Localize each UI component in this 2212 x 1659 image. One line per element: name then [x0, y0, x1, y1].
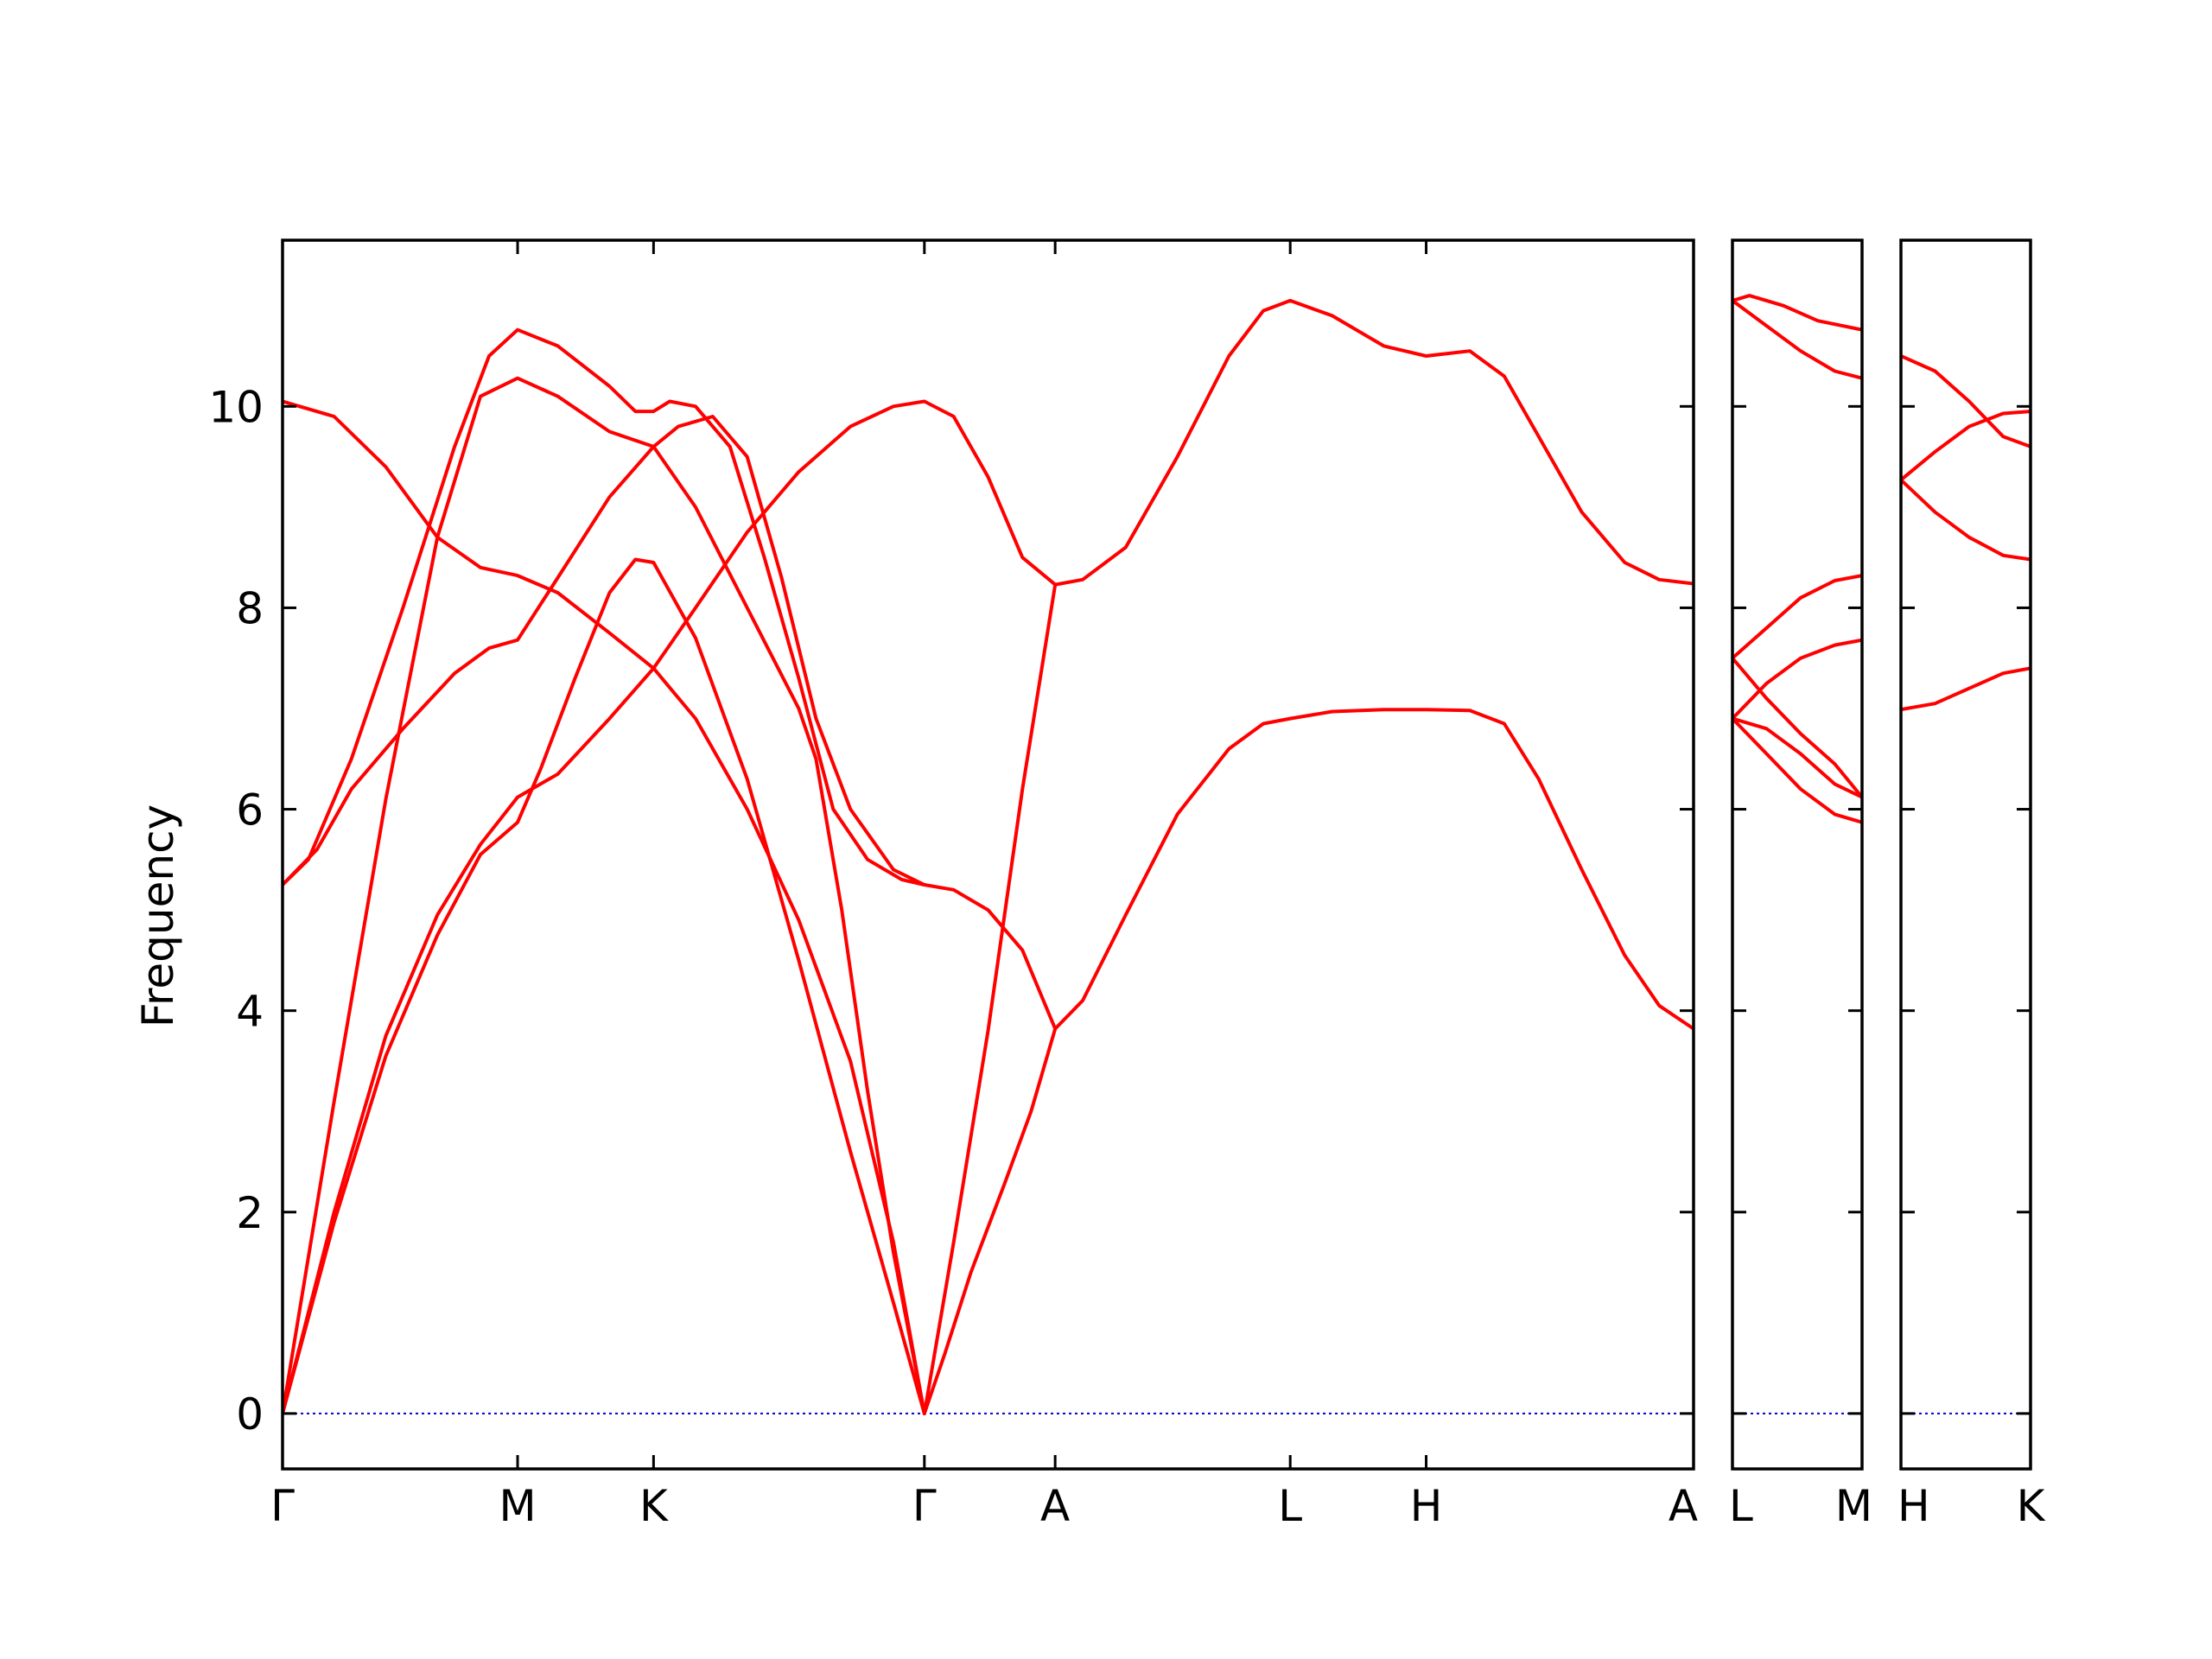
y-tick-label: 0: [236, 1389, 264, 1440]
band-line: [1901, 478, 2031, 562]
band-line: [1732, 298, 1862, 380]
y-tick-label: 6: [236, 785, 264, 836]
x-tick-label: K: [2017, 1481, 2046, 1531]
band-line: [283, 557, 1694, 1415]
x-tick-label: A: [1669, 1481, 1698, 1531]
x-tick-label: K: [639, 1481, 669, 1531]
x-tick-label: H: [1897, 1481, 1930, 1531]
y-tick-label: 8: [236, 583, 264, 633]
band-line: [283, 399, 926, 1415]
band-line: [1732, 716, 1862, 824]
y-axis-label: Frequency: [133, 804, 183, 1027]
x-tick-label: H: [1410, 1481, 1443, 1531]
panel-1: 0 2 4 6 8 10 Γ M K Γ A L H A: [208, 238, 1698, 1531]
x-tick-label: Γ: [270, 1481, 295, 1531]
x-tick-label: M: [1835, 1481, 1872, 1531]
band-line: [1732, 638, 1862, 721]
y-tick-label: 2: [236, 1188, 264, 1238]
x-tick-label: L: [1278, 1481, 1302, 1531]
x-tick-label: Γ: [912, 1481, 937, 1531]
x-tick-label: A: [1040, 1481, 1070, 1531]
x-tick-label: M: [499, 1481, 536, 1531]
band-line: [1732, 656, 1862, 799]
band-line: [283, 327, 1058, 1031]
band-line: [1732, 294, 1862, 332]
panel-frame: [281, 238, 1695, 1471]
band-line: [283, 298, 1694, 1415]
y-tick-label: 4: [236, 987, 264, 1037]
band-line: [1732, 574, 1862, 660]
panel-frame: [1731, 238, 1864, 1471]
band-line: [283, 415, 926, 887]
y-tick-label: 10: [208, 382, 264, 432]
panel-frame: [1899, 238, 2032, 1471]
band-line: [1732, 716, 1862, 799]
band-line: [1901, 666, 2031, 712]
band-line: [1901, 410, 2031, 482]
x-tick-label: L: [1729, 1481, 1753, 1531]
band-line: [1901, 354, 2031, 448]
band-line: [283, 376, 1058, 1415]
